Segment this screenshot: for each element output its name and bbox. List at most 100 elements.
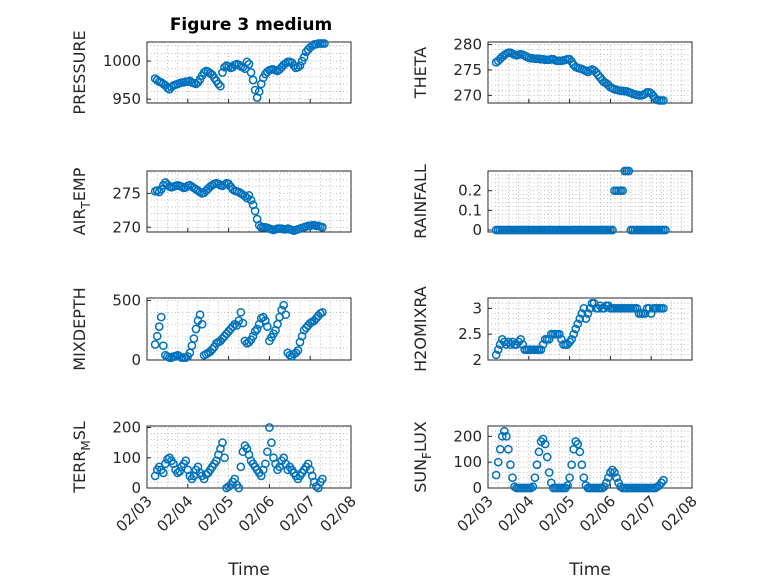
data-point (632, 303, 642, 313)
data-point (661, 225, 670, 235)
data-point (154, 322, 164, 331)
data-point (491, 470, 501, 480)
data-point (189, 334, 199, 343)
data-point (573, 319, 583, 329)
data-point (640, 309, 650, 318)
data-point (577, 309, 587, 318)
y-tick-label: 2.5 (458, 325, 482, 343)
data-point (242, 57, 252, 67)
data-point (557, 334, 566, 344)
data-point (281, 59, 291, 68)
y-axis-label: AIRTEMP (70, 167, 93, 235)
y-tick-label: 0 (472, 479, 482, 497)
y-tick-label: 0.2 (458, 182, 482, 200)
data-point (493, 457, 503, 467)
data-point (567, 334, 576, 344)
data-point (538, 340, 548, 349)
data-point (191, 324, 201, 334)
data-point (318, 307, 327, 317)
subplot-1: 950 1000 PRESSURE (70, 30, 352, 115)
data-point (542, 452, 552, 462)
data-point (506, 460, 515, 470)
y-tick-label: 2 (472, 351, 482, 369)
data-point (318, 474, 327, 484)
data-point (158, 341, 168, 351)
y-tick-label: 270 (453, 86, 482, 104)
y-tick-label: 0 (131, 351, 141, 369)
data-point (199, 474, 209, 484)
data-point (565, 473, 574, 483)
data-point (150, 340, 160, 349)
data-point (152, 331, 162, 341)
data-point (207, 344, 217, 354)
data-point (289, 61, 299, 70)
y-tick-label: 200 (112, 419, 141, 437)
data-point (220, 62, 229, 72)
y-axis-label-subscript: F (420, 452, 434, 459)
data-point (318, 222, 327, 232)
data-point (491, 350, 501, 360)
data-point (604, 473, 613, 483)
data-point (199, 68, 209, 77)
subplot-6: 2 2.5 3 H2OMIXRA (411, 286, 693, 372)
data-point (640, 89, 650, 99)
y-axis-label-subscript: T (79, 201, 93, 210)
data-point (644, 303, 654, 313)
data-point (579, 303, 589, 313)
data-point (567, 460, 576, 470)
data-point (244, 337, 254, 347)
data-point (267, 438, 276, 447)
subplot-3: 270 275 AIRTEMP (70, 167, 352, 236)
data-point (248, 331, 258, 341)
data-point (504, 444, 513, 454)
data-point (250, 206, 260, 216)
y-tick-label: 200 (453, 427, 482, 445)
data-point (293, 346, 303, 355)
y-axis-label-rest: SL (70, 421, 89, 440)
data-point (220, 453, 229, 463)
data-point (279, 300, 289, 310)
data-point (218, 68, 227, 77)
data-point (250, 327, 260, 336)
data-point (195, 310, 205, 320)
data-point (495, 444, 505, 454)
y-axis-label: RAINFALL (411, 164, 430, 239)
data-point (608, 225, 617, 235)
data-point (583, 309, 593, 318)
data-point (234, 483, 244, 493)
x-axis-label: Time (568, 560, 611, 580)
data-point (236, 307, 246, 317)
data-point (581, 314, 591, 324)
data-point (579, 473, 589, 483)
data-point (659, 303, 668, 313)
data-point (163, 454, 172, 464)
data-point (216, 81, 225, 91)
y-tick-label: 275 (453, 61, 482, 79)
data-point (320, 39, 329, 48)
data-point (610, 468, 619, 477)
data-point (659, 96, 668, 105)
data-point (214, 79, 223, 89)
data-point (224, 62, 233, 71)
x-axis-label: Time (227, 560, 270, 580)
data-point (175, 467, 184, 476)
data-point (240, 191, 250, 201)
data-point (538, 434, 548, 444)
data-point (236, 462, 246, 472)
data-point (575, 447, 585, 457)
y-tick-label: 500 (112, 291, 141, 309)
figure-title: Figure 3 medium (170, 15, 332, 35)
data-point (244, 59, 254, 69)
y-axis-label: H2OMIXRA (411, 286, 430, 372)
data-point (493, 345, 503, 355)
y-tick-label: 100 (112, 449, 141, 467)
data-point (281, 310, 291, 320)
y-axis-label-main: AIR (70, 209, 89, 236)
data-point (618, 186, 627, 196)
data-point (502, 431, 511, 441)
data-point (528, 482, 538, 492)
y-tick-label: 270 (112, 218, 141, 236)
data-point (156, 184, 166, 194)
data-point (244, 191, 254, 200)
